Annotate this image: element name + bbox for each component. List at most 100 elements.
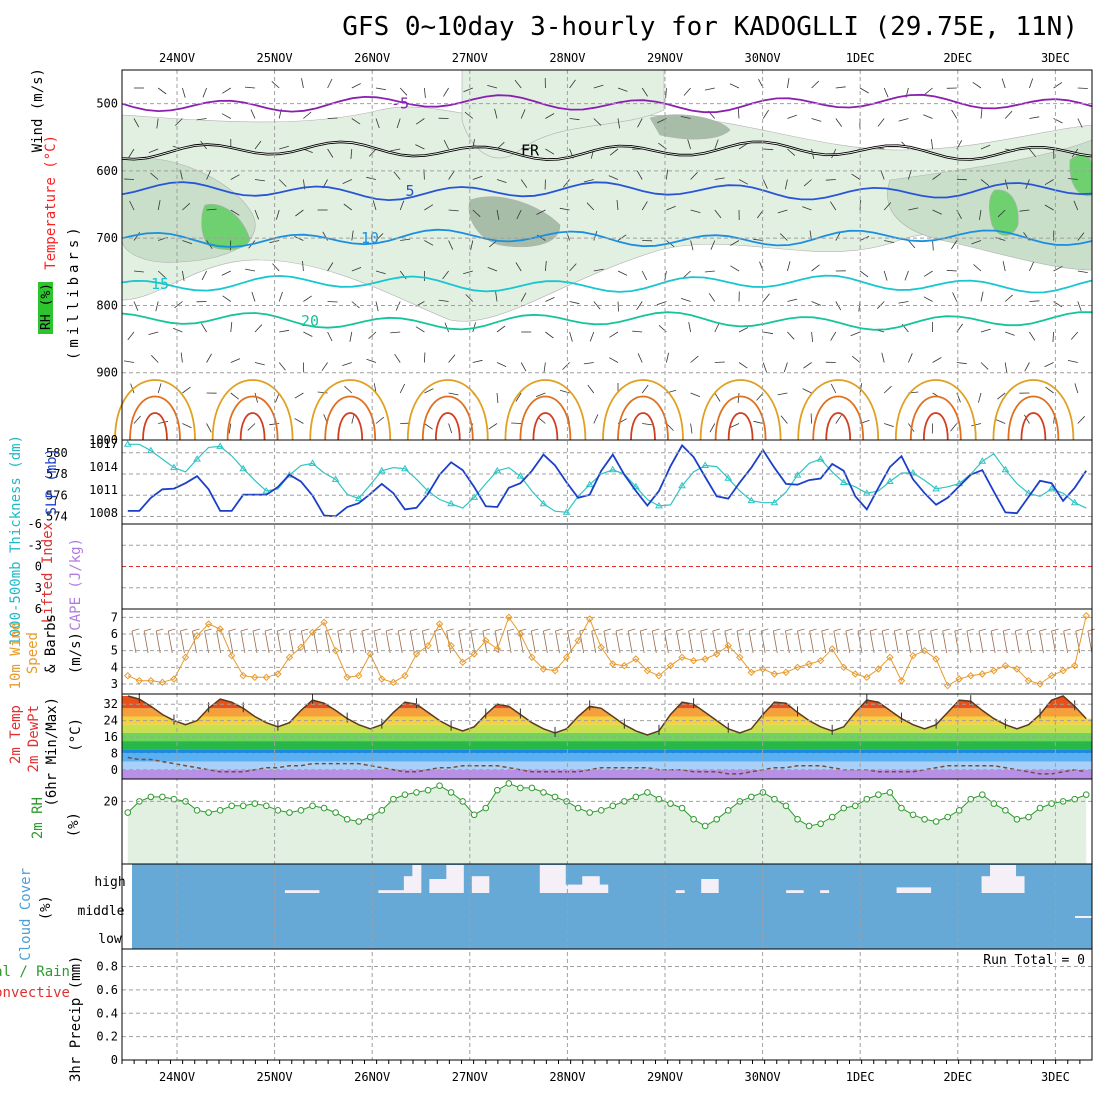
temperature-mask xyxy=(122,694,1092,735)
rh2m-marker xyxy=(401,791,409,798)
wind-barb xyxy=(753,238,764,241)
wind-barb xyxy=(463,87,473,93)
thickness-marker xyxy=(701,461,710,469)
wind10-barb-flag xyxy=(845,628,854,632)
rh2m-marker xyxy=(1002,807,1009,814)
wind-barb xyxy=(923,270,933,277)
isotherm-15 xyxy=(121,274,1093,294)
rh2m-marker xyxy=(782,802,790,810)
wind10-barb-flag xyxy=(603,628,612,632)
wind10-barb-flag xyxy=(143,628,152,632)
wind-barb xyxy=(802,388,812,394)
wind10-barb-flag xyxy=(797,628,805,632)
wind-barb xyxy=(375,118,380,129)
wind10-marker xyxy=(1082,611,1090,620)
wind10-barb-flag xyxy=(978,628,987,632)
warm-isotherm xyxy=(812,395,865,441)
wind-barb xyxy=(448,209,459,212)
wind-barb xyxy=(802,206,812,211)
wind-barb xyxy=(690,172,698,180)
wind-barb xyxy=(206,208,217,211)
isotherm-label: 20 xyxy=(301,312,319,330)
rh2m-marker xyxy=(193,807,201,814)
wind10-barb xyxy=(893,630,899,654)
wind-barb xyxy=(424,204,434,211)
precip-tick-label: 0.4 xyxy=(96,1006,118,1020)
wind10-barb-flag xyxy=(264,628,273,632)
wind-barb xyxy=(157,383,162,394)
wind-barb xyxy=(399,87,408,96)
cloud-high-gap xyxy=(395,890,405,893)
wind-barb xyxy=(835,414,842,424)
wind-barb xyxy=(787,78,790,89)
wind10-barb-flag xyxy=(894,628,902,632)
wind10-marker xyxy=(227,651,236,660)
wind10-barb xyxy=(785,630,790,654)
wind10-barb-flag xyxy=(821,628,829,632)
wind-barb xyxy=(641,87,648,97)
wind-barb xyxy=(859,383,863,394)
rh2m-marker xyxy=(655,795,663,803)
warm-isotherm xyxy=(630,412,656,441)
wind-barb xyxy=(973,264,982,272)
wind-barb xyxy=(714,322,720,333)
wind-barb xyxy=(1004,294,1013,302)
wind10-marker xyxy=(655,671,663,680)
wind-barb xyxy=(850,331,861,337)
wind10-barb-flag xyxy=(712,628,720,632)
wind-barb xyxy=(275,392,280,403)
wind-barb xyxy=(151,355,159,363)
rh2m-marker xyxy=(932,818,940,825)
thickness-axis-label: 1000-500mb Thickness (dm) xyxy=(8,435,24,646)
cloud-high-gap xyxy=(701,879,711,893)
wind10-marker xyxy=(562,653,571,662)
warm-isotherm xyxy=(825,412,852,441)
wind-barb xyxy=(783,362,788,373)
wind-barb xyxy=(129,200,135,211)
thickness-marker xyxy=(678,481,686,489)
cloud-high-gap xyxy=(905,887,915,893)
cloud-high-gap xyxy=(709,879,719,893)
wind-barb xyxy=(932,357,942,363)
slp-tick-label: 1017 xyxy=(89,437,118,451)
wind-barb xyxy=(303,295,312,302)
temperature-band xyxy=(122,749,1092,754)
lifted-index-tick-label: 6 xyxy=(35,602,42,616)
wind-barb xyxy=(997,392,1006,400)
rh2m-marker xyxy=(274,807,282,814)
wind10-barb-flag xyxy=(882,628,890,632)
wind-barb xyxy=(399,383,406,394)
wind-barb xyxy=(978,392,982,403)
date-label-bottom: 24NOV xyxy=(159,1070,195,1084)
wind10-barb xyxy=(131,630,137,654)
wind-barb xyxy=(714,177,725,180)
wind-barb xyxy=(683,87,691,96)
precip-tick-label: 0.6 xyxy=(96,983,118,997)
wind10-barb-flag xyxy=(906,628,914,632)
wind10-barb xyxy=(204,630,209,654)
pressure-tick-label: 900 xyxy=(96,366,118,380)
wind10-barb-flag xyxy=(1063,628,1071,632)
wind-barb xyxy=(133,301,139,311)
wind-barb xyxy=(351,301,360,309)
wind10-marker xyxy=(551,666,559,675)
wind10-barb-flag xyxy=(325,628,333,632)
wind10-barb xyxy=(1014,630,1020,654)
wind-barb xyxy=(951,109,958,119)
wind10-marker xyxy=(320,618,328,627)
chart-title: GFS 0~10day 3-hourly for KADOGLLI (29.75… xyxy=(342,12,1078,42)
isotherm-label: 5 xyxy=(405,182,414,200)
wind-barb xyxy=(278,291,283,302)
wind10-barb-flag xyxy=(736,628,745,632)
wind-barb xyxy=(206,423,212,433)
rh2m-marker xyxy=(505,780,513,787)
wind10-marker xyxy=(343,673,351,682)
rh2m-marker xyxy=(678,804,686,812)
cloud-high-gap xyxy=(412,865,422,893)
thickness-marker xyxy=(655,501,663,509)
wind10-barb-flag xyxy=(228,628,236,632)
wind10-barb-flag xyxy=(531,628,539,632)
cloud-high-gap xyxy=(1015,876,1025,893)
cloud-high-gap xyxy=(301,890,311,893)
wind-barb xyxy=(344,385,353,394)
